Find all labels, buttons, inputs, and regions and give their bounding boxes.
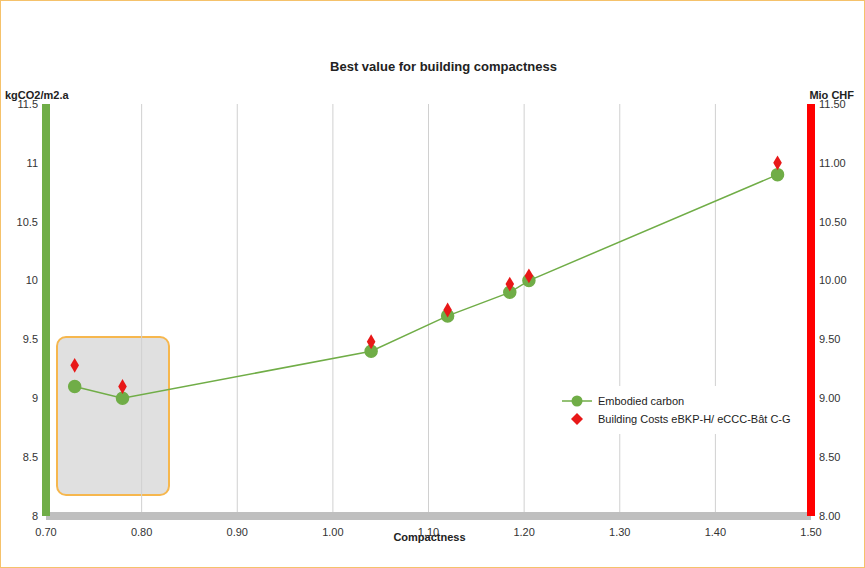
svg-text:9: 9 [32,392,38,404]
svg-text:9.00: 9.00 [819,392,840,404]
svg-text:8.50: 8.50 [819,451,840,463]
svg-text:9.5: 9.5 [23,333,38,345]
svg-text:9.50: 9.50 [819,333,840,345]
svg-text:10.50: 10.50 [819,216,847,228]
svg-text:1.40: 1.40 [705,526,726,538]
svg-text:10: 10 [26,274,38,286]
svg-text:1.30: 1.30 [609,526,630,538]
svg-text:11: 11 [27,157,38,169]
svg-text:8.00: 8.00 [819,510,840,522]
svg-text:10.5: 10.5 [17,216,38,228]
svg-text:1.10: 1.10 [418,526,439,538]
svg-text:1.20: 1.20 [513,526,534,538]
svg-text:11.00: 11.00 [819,157,846,169]
svg-text:8: 8 [32,510,38,522]
svg-text:0.70: 0.70 [35,526,56,538]
svg-text:0.90: 0.90 [227,526,248,538]
svg-text:1.50: 1.50 [800,526,821,538]
svg-text:10.00: 10.00 [819,274,847,286]
svg-text:8.5: 8.5 [23,451,38,463]
svg-text:11.5: 11.5 [17,98,38,110]
svg-text:11.50: 11.50 [819,98,846,110]
svg-text:0.80: 0.80 [131,526,152,538]
svg-text:1.00: 1.00 [322,526,343,538]
